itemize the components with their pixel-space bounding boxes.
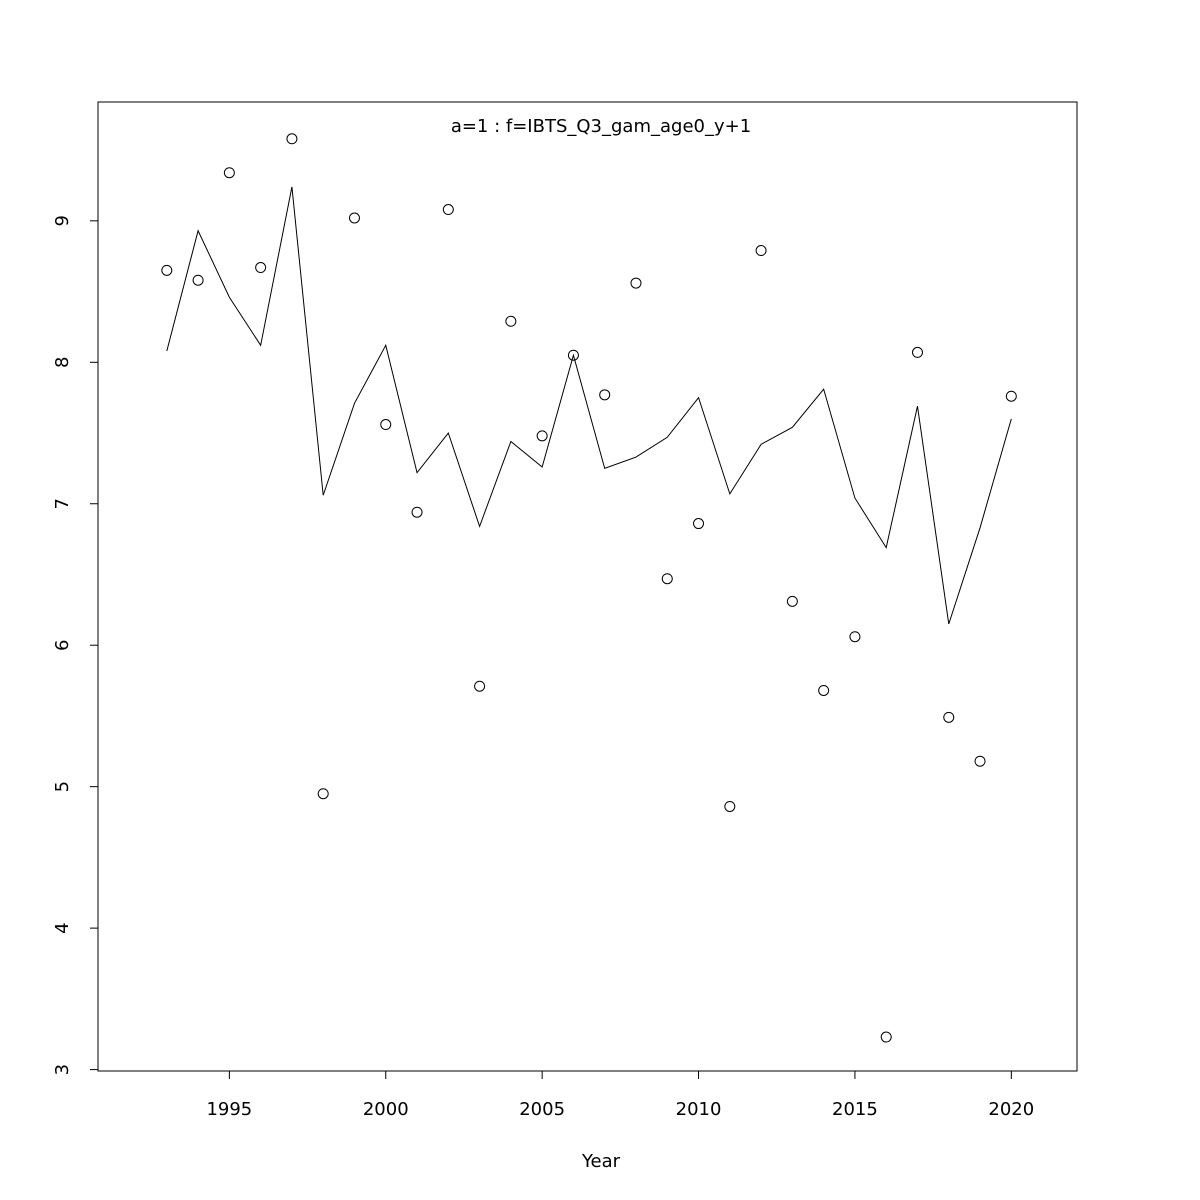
y-tick-label: 4 xyxy=(52,922,73,933)
data-point xyxy=(786,595,798,607)
y-tick-label: 7 xyxy=(52,498,73,509)
x-axis-label: Year xyxy=(581,1151,621,1172)
x-tick-label: 2010 xyxy=(676,1099,722,1120)
data-point xyxy=(536,430,548,442)
y-tick-label: 6 xyxy=(52,639,73,650)
data-point xyxy=(693,518,705,530)
data-point xyxy=(317,788,329,800)
x-tick-label: 2000 xyxy=(363,1099,409,1120)
data-point xyxy=(818,684,830,696)
y-tick-label: 3 xyxy=(52,1064,73,1075)
data-point xyxy=(567,349,579,361)
plot-box xyxy=(97,101,1078,1072)
y-tick-label: 5 xyxy=(52,781,73,792)
x-tick-label: 2005 xyxy=(519,1099,565,1120)
data-point xyxy=(661,573,673,585)
data-point xyxy=(911,346,923,358)
data-point xyxy=(974,755,986,767)
data-point xyxy=(348,212,360,224)
chart-title: a=1 : f=IBTS_Q3_gam_age0_y+1 xyxy=(451,116,751,137)
data-point xyxy=(286,133,298,145)
data-point xyxy=(505,315,517,327)
data-point xyxy=(943,711,955,723)
x-tick-label: 2015 xyxy=(832,1099,878,1120)
data-point xyxy=(223,167,235,179)
data-point xyxy=(255,262,267,274)
data-point xyxy=(755,245,767,257)
x-tick-label: 2020 xyxy=(988,1099,1034,1120)
data-point xyxy=(192,274,204,286)
data-point xyxy=(411,506,423,518)
x-tick-label: 1995 xyxy=(206,1099,252,1120)
data-point xyxy=(599,389,611,401)
data-point xyxy=(630,277,642,289)
y-tick-label: 9 xyxy=(52,215,73,226)
data-point xyxy=(724,800,736,812)
fit-line xyxy=(166,186,1012,625)
data-point xyxy=(474,680,486,692)
y-tick-label: 8 xyxy=(52,357,73,368)
data-point xyxy=(380,419,392,431)
data-point xyxy=(1005,390,1017,402)
data-point xyxy=(849,631,861,643)
data-point xyxy=(161,264,173,276)
data-point xyxy=(880,1031,892,1043)
data-point xyxy=(442,204,454,216)
